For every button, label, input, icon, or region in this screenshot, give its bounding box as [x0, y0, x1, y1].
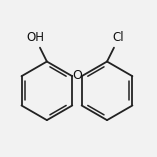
Text: OH: OH [26, 31, 44, 44]
Text: Cl: Cl [112, 31, 124, 44]
Text: O: O [72, 69, 82, 82]
